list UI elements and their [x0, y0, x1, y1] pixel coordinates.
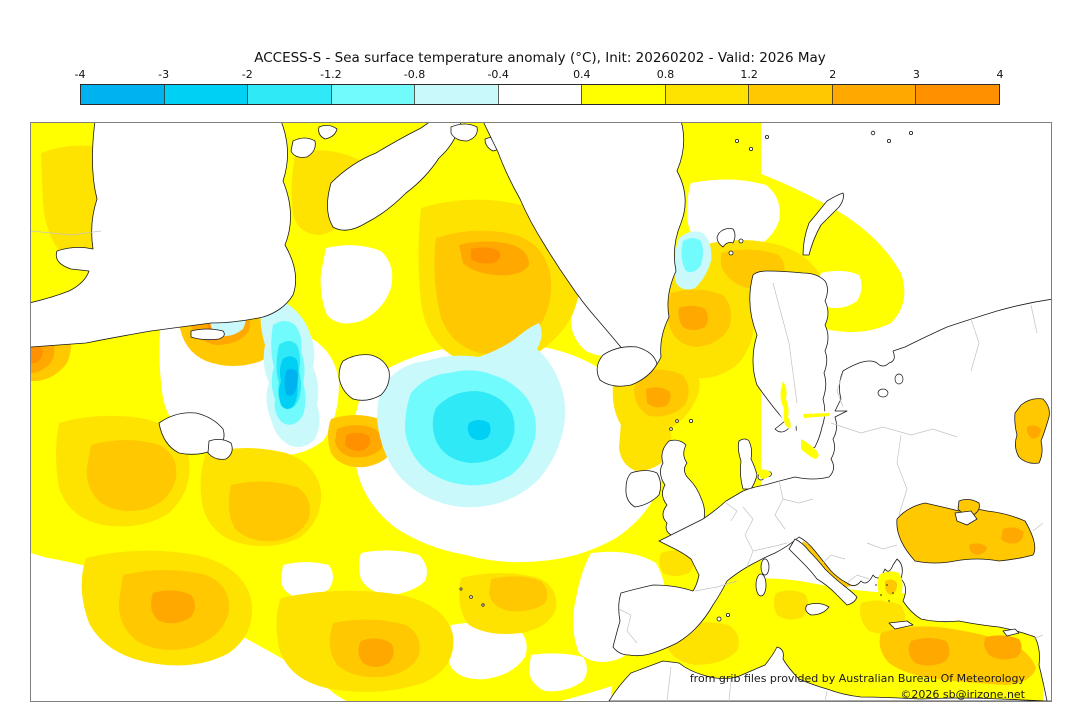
colorbar-tick-label: -3 — [158, 68, 170, 81]
land-faroe — [689, 418, 694, 423]
attribution-source: from grib files provided by Australian B… — [689, 672, 1025, 685]
land-baffin-island — [327, 123, 461, 231]
colorbar-tick-label: 2 — [829, 68, 837, 81]
caspian-warm-spot — [1026, 425, 1041, 439]
map-canvas: from grib files provided by Australian B… — [30, 122, 1052, 702]
colorbar-segment — [330, 85, 415, 104]
colorbar-segment — [748, 85, 832, 104]
colorbar-tick-label: 0.4 — [573, 68, 591, 81]
land-anticosti — [190, 328, 225, 341]
colorbar-tick-label: -4 — [74, 68, 86, 81]
land-eurasia — [612, 298, 1051, 701]
colorbar-segment — [581, 85, 665, 104]
colorbar-segment — [831, 85, 916, 104]
black-sea-warm-spots — [969, 527, 1024, 555]
colorbar-tick-label: -1.2 — [320, 68, 342, 81]
land-denmark — [737, 438, 758, 490]
colorbar-segment — [915, 85, 1000, 104]
colorbar-tick-label: 4 — [996, 68, 1004, 81]
colorbar-tick-labels: -4 -3 -2 -1.2 -0.8 -0.4 0.4 0.8 1.2 2 3 4 — [75, 68, 1004, 82]
land-svalbard — [716, 228, 736, 248]
colorbar — [80, 84, 1000, 105]
sst-map-svg — [31, 123, 1051, 701]
page-title: ACCESS-S - Sea surface temperature anoma… — [254, 50, 826, 66]
black-sea — [896, 499, 1036, 564]
colorbar-segments — [80, 84, 1000, 105]
land-iceland — [596, 346, 658, 387]
colorbar-segment — [247, 85, 331, 104]
land-north-america — [31, 123, 297, 348]
land-masses — [31, 123, 1051, 701]
land-cyprus — [1002, 628, 1020, 637]
country-borders — [31, 230, 1044, 701]
colorbar-tick-label: -0.8 — [403, 68, 426, 81]
colorbar-segment — [497, 85, 582, 104]
lakes — [877, 373, 904, 398]
colorbar-segment — [414, 85, 498, 104]
land-scandinavia — [749, 270, 829, 456]
colorbar-tick-label: 1.2 — [740, 68, 758, 81]
baltic-sea — [757, 375, 835, 479]
colorbar-tick-label: -0.4 — [487, 68, 509, 81]
colorbar-segment — [664, 85, 749, 104]
attribution-copyright: ©2026 sb@irizone.net — [900, 688, 1025, 701]
land-newfoundland — [338, 354, 390, 401]
aegean-island-specks — [875, 584, 894, 602]
land-italy — [788, 538, 858, 606]
colorbar-tick-label: -2 — [241, 68, 253, 81]
colorbar-tick-label: 0.8 — [656, 68, 675, 81]
cold-anomaly-deepest — [284, 368, 298, 396]
colorbar-segment — [81, 85, 164, 104]
land-crete — [888, 620, 914, 630]
aegean-sea — [877, 571, 903, 603]
colorbar-segment — [163, 85, 248, 104]
land-corsica — [760, 558, 770, 576]
land-north-africa — [608, 646, 1048, 701]
land-sardinia — [755, 573, 767, 597]
colorbar-tick-label: 3 — [912, 68, 920, 81]
land-ireland — [625, 470, 661, 508]
land-novaya-zemlya — [802, 192, 844, 256]
land-sicily — [805, 603, 830, 616]
